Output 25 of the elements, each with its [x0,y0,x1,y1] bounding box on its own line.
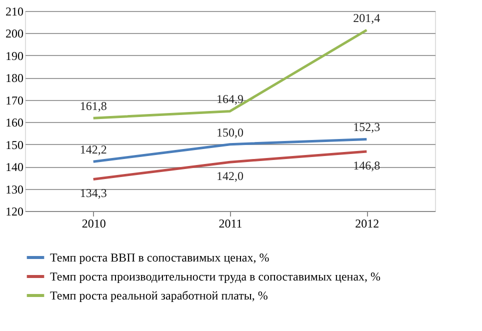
y-tick-label: 160 [6,116,24,130]
y-tick-label: 180 [6,71,24,86]
data-label: 201,4 [353,11,380,26]
x-tick-label: 2012 [355,216,380,230]
data-label: 164,9 [216,92,244,106]
data-label: 161,8 [80,99,107,114]
legend-label: Темп роста производительности труда в сопоставимых ценах, % [50,270,381,284]
y-tick-label: 200 [6,26,24,41]
y-tick-label: 190 [6,48,24,63]
data-label: 134,3 [80,186,107,200]
y-tick-label: 120 [6,204,24,218]
data-label: 142,2 [80,142,107,157]
data-label: 150,0 [216,125,244,140]
legend-label: Темп роста ВВП в сопоставимых ценах, % [50,250,270,264]
y-tick-label: 150 [6,138,24,152]
y-tick-label: 140 [6,160,24,174]
x-tick-label: 2010 [82,216,106,230]
y-tick-label: 210 [6,4,24,18]
data-label: 142,0 [216,169,244,184]
y-tick-label: 170 [6,93,24,108]
x-tick-label: 2011 [218,216,242,230]
legend-label: Темп роста реальной заработной платы, % [50,288,268,302]
data-label: 152,3 [353,120,380,134]
data-label: 146,8 [353,158,380,172]
y-tick-label: 130 [6,182,24,196]
